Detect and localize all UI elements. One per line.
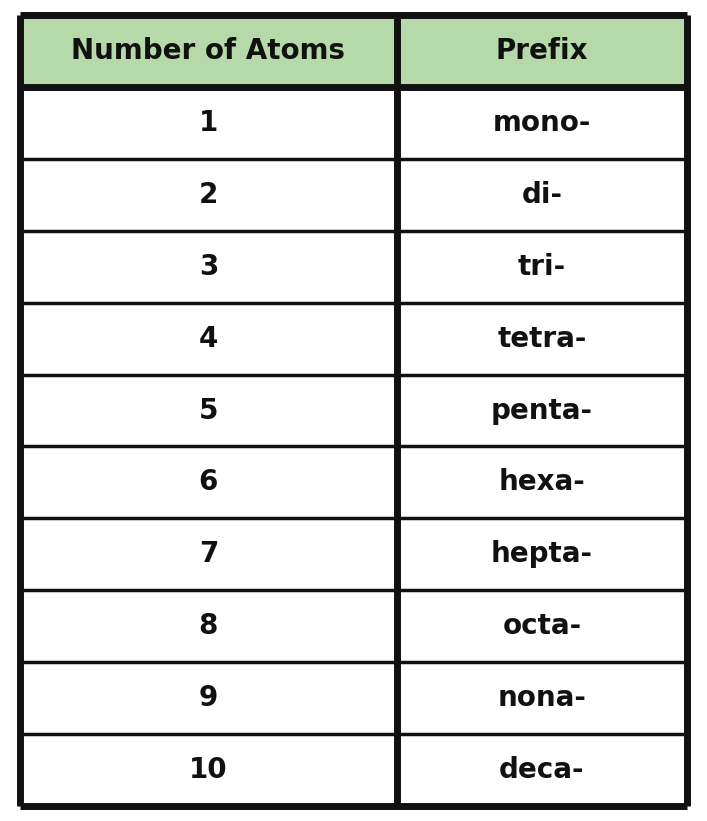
Text: mono-: mono-	[493, 109, 591, 137]
Text: nona-: nona-	[498, 684, 586, 712]
Bar	[397, 87, 687, 158]
Text: hexa-: hexa-	[498, 469, 585, 497]
Bar	[397, 303, 687, 374]
Text: 2: 2	[199, 181, 218, 209]
Bar	[397, 447, 687, 518]
Text: penta-: penta-	[491, 397, 593, 424]
Bar	[20, 518, 397, 590]
Text: Prefix: Prefix	[496, 37, 588, 65]
Bar	[20, 15, 397, 87]
Bar	[397, 158, 687, 231]
Text: tri-: tri-	[518, 253, 566, 281]
Bar	[20, 447, 397, 518]
Text: hepta-: hepta-	[491, 540, 593, 568]
Text: 3: 3	[199, 253, 218, 281]
Text: 5: 5	[199, 397, 218, 424]
Text: deca-: deca-	[499, 756, 585, 784]
Bar	[20, 734, 397, 806]
Bar	[397, 663, 687, 734]
Text: 9: 9	[199, 684, 218, 712]
Text: tetra-: tetra-	[497, 324, 587, 352]
Bar	[20, 663, 397, 734]
Bar	[20, 374, 397, 447]
Text: 6: 6	[199, 469, 218, 497]
Text: 7: 7	[199, 540, 218, 568]
Text: 1: 1	[199, 109, 218, 137]
Bar	[20, 303, 397, 374]
Bar	[20, 158, 397, 231]
Bar	[397, 734, 687, 806]
Bar	[397, 15, 687, 87]
Text: 4: 4	[199, 324, 218, 352]
Bar	[20, 231, 397, 303]
Bar	[397, 590, 687, 663]
Text: 8: 8	[199, 612, 218, 640]
Text: di-: di-	[522, 181, 563, 209]
Bar	[397, 518, 687, 590]
Bar	[20, 87, 397, 158]
Text: octa-: octa-	[503, 612, 581, 640]
Text: 10: 10	[189, 756, 228, 784]
Bar	[397, 374, 687, 447]
Text: Number of Atoms: Number of Atoms	[71, 37, 346, 65]
Bar	[20, 590, 397, 663]
Bar	[397, 231, 687, 303]
